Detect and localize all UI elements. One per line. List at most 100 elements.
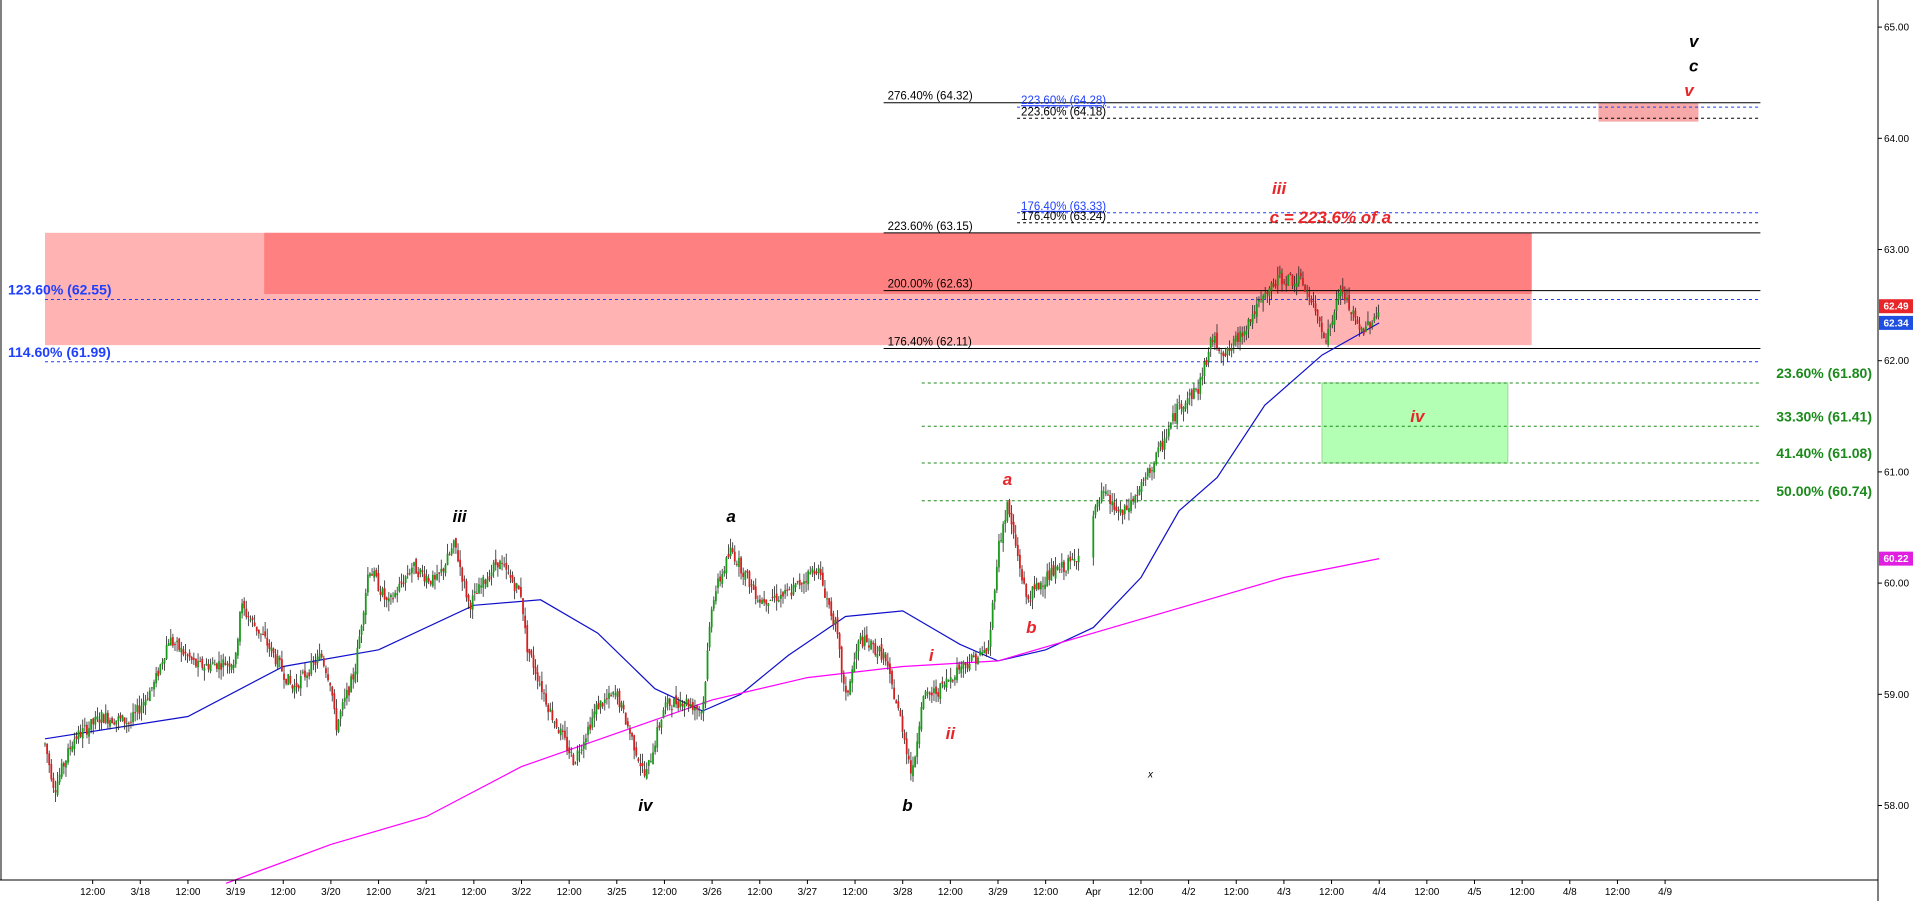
candle-body [352,674,355,680]
candle [232,659,235,674]
candle [396,586,399,603]
candle-body [884,654,887,662]
candle-body [995,566,998,591]
candle [807,569,810,591]
candle [304,662,306,681]
candle [861,630,864,649]
candle [1182,406,1185,422]
candle [1155,451,1158,466]
candle [1025,583,1028,605]
candle-body [981,652,984,655]
x-tick-label: 12:00 [1510,887,1535,898]
candle [660,719,663,735]
candle [1004,510,1007,533]
candle-body [574,762,577,764]
candle [90,718,93,734]
candle-body [926,692,929,694]
candle [239,611,241,646]
fib-level-label: 176.40% (62.11) [888,336,972,348]
candle-body [413,562,415,567]
candle-body [1046,571,1049,587]
candle-body [190,657,193,661]
candle [1356,316,1359,325]
candle-body [392,598,394,600]
candle [209,658,212,674]
candle-body [406,573,409,575]
candle [1039,580,1042,595]
candle [417,567,420,581]
candle [509,569,512,584]
candle-body [752,584,755,590]
candle [759,594,761,608]
candle [459,550,462,576]
candle [339,709,342,727]
candle-body [949,677,952,683]
candle [564,720,566,741]
candle [264,621,267,639]
candle-body [1096,501,1099,507]
candle-body [1069,556,1072,562]
candle [1258,296,1260,308]
candle-body [1316,309,1319,317]
candle-body [947,680,950,682]
candle-body [526,625,529,653]
candle [1184,400,1187,412]
candle [71,741,74,753]
candle [1092,510,1095,566]
wave-label: c [1689,57,1699,76]
candle-body [425,576,428,584]
candle [161,658,164,670]
y-tick-label: 58.00 [1884,801,1909,812]
y-tick-label: 60.00 [1884,579,1909,590]
candle [169,628,172,646]
candle-body [924,691,927,697]
candle-body [945,678,948,688]
candle [650,753,652,763]
candle-body [201,658,204,668]
candle [335,699,338,736]
wave-label: iii [1272,179,1287,198]
candle [333,689,336,715]
candle [434,572,436,590]
candle [1369,321,1371,335]
candle [148,687,151,702]
candle-body [142,701,145,707]
candle-body [742,572,745,577]
candle-body [1193,388,1195,399]
candle-body [312,661,315,663]
candle [666,694,669,711]
candle-body [1211,340,1214,342]
candle-body [1283,281,1285,283]
candle-body [411,567,413,574]
candle-body [257,629,260,634]
candle [717,573,719,594]
candle-body [356,647,359,675]
candle-body [1247,319,1250,330]
candle [109,717,111,730]
candle [679,691,682,711]
candle-body [1010,512,1013,525]
candle [383,580,386,608]
x-tick-label: 4/8 [1563,887,1577,898]
x-tick-label: 3/25 [607,887,627,898]
candle [213,659,216,666]
candle [555,718,558,730]
candle [765,599,768,612]
candle [941,676,944,689]
candle-body [664,702,667,708]
candle [1360,326,1363,334]
candle [947,679,950,682]
candle [1314,295,1317,316]
x-tick-label: 12:00 [80,887,105,898]
candle [920,702,923,732]
candle [851,665,854,693]
candle [526,620,529,662]
candle-body [853,661,856,672]
candle-body [262,633,264,635]
candle [767,602,770,614]
candle-body [1014,534,1017,546]
candle [670,704,673,718]
fib-level-label: 223.60% (64.18) [1021,106,1106,118]
candle [448,551,451,556]
